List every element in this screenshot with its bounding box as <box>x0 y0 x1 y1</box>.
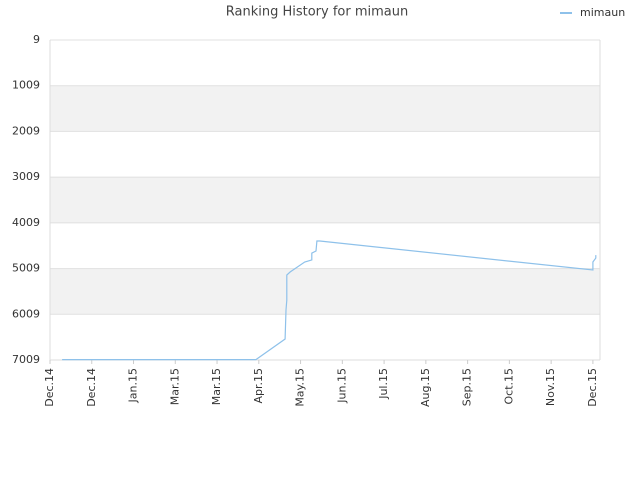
x-tick-label: Dec.14 <box>43 368 56 407</box>
x-tick-label: Mar.15 <box>210 368 223 405</box>
y-tick-label: 2009 <box>12 124 40 137</box>
grid-band <box>50 177 600 223</box>
x-tick-label: Jan.15 <box>127 368 140 403</box>
grid-band <box>50 85 600 132</box>
legend-label: mimaun <box>580 6 625 19</box>
x-tick-label: Dec.15 <box>586 368 599 407</box>
grid-band <box>50 268 600 315</box>
x-tick-label: Nov.15 <box>544 368 557 406</box>
x-tick-label: Jul.15 <box>377 368 390 400</box>
x-tick-label: Oct.15 <box>502 368 515 405</box>
y-tick-label: 4009 <box>12 216 40 229</box>
x-tick-label: Dec.14 <box>85 368 98 407</box>
x-tick-label: Aug.15 <box>419 368 432 407</box>
x-tick-label: Mar.15 <box>168 368 181 405</box>
y-tick-label: 6009 <box>12 307 40 320</box>
y-tick-label: 5009 <box>12 262 40 275</box>
series-line <box>62 240 597 361</box>
x-tick-label: Apr.15 <box>252 368 265 404</box>
x-tick-label: Jun.15 <box>335 368 348 404</box>
y-tick-label: 1009 <box>12 79 40 92</box>
x-tick-label: Sep.15 <box>461 368 474 406</box>
chart-title: Ranking History for mimaun <box>226 5 409 20</box>
y-tick-label: 7009 <box>12 353 40 366</box>
y-tick-label: 3009 <box>12 170 40 183</box>
y-tick-label: 9 <box>33 33 40 46</box>
x-tick-label: May.15 <box>294 368 307 407</box>
